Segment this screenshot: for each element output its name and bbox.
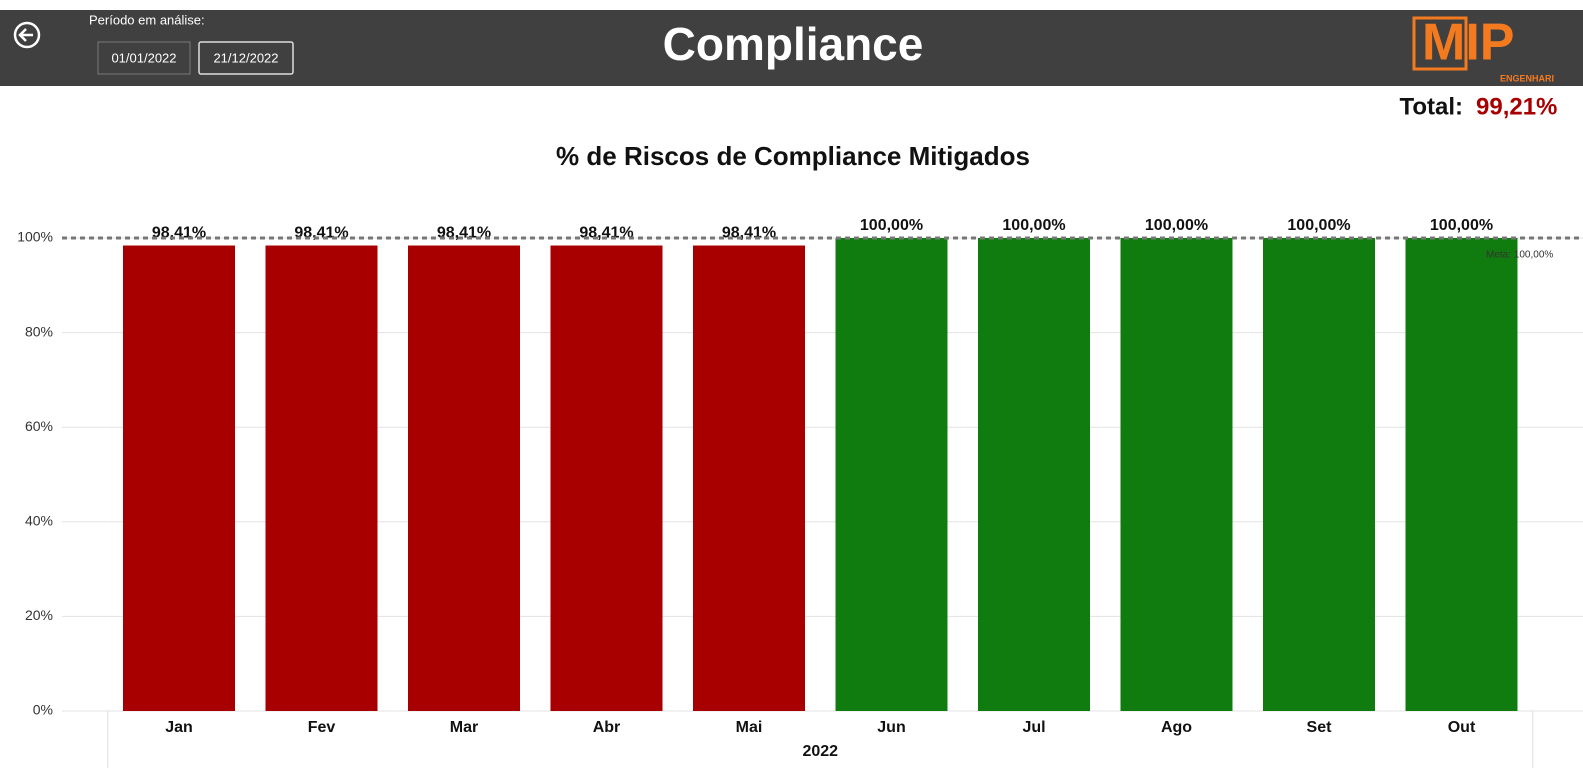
value-label: 98,41% xyxy=(437,225,491,242)
page-title: Compliance xyxy=(663,18,924,70)
bar xyxy=(1263,238,1375,711)
bar xyxy=(835,238,948,711)
value-label: 100,00% xyxy=(1287,217,1350,234)
plot: 0% 20% 40% 60% 80% 100% 98,41% Jan 98,41% Fev 98,4… xyxy=(17,217,1583,768)
value-label: 98,41% xyxy=(294,225,348,242)
logo: MIP xyxy=(1422,14,1514,72)
bar xyxy=(550,245,663,712)
start-date: 01/01/2022 xyxy=(111,50,176,65)
target-label: Meta: 100,00% xyxy=(1486,250,1553,261)
y-tick-label: 40% xyxy=(25,513,53,529)
value-label: 100,00% xyxy=(1145,217,1208,234)
y-tick-label: 100% xyxy=(17,229,53,245)
y-tick-label: 20% xyxy=(25,607,53,623)
x-tick-label: Abr xyxy=(593,719,621,736)
x-tick-label: Fev xyxy=(308,719,336,736)
bar xyxy=(1405,238,1518,711)
bar xyxy=(408,245,520,712)
bar xyxy=(978,238,1090,711)
x-axis-label: 2022 xyxy=(802,743,838,760)
y-tick-label: 80% xyxy=(25,323,53,339)
y-tick-label: 0% xyxy=(33,702,53,718)
start-date-box[interactable] xyxy=(97,41,191,75)
chart-title: % de Riscos de Compliance Mitigados xyxy=(556,141,1030,171)
value-label: 100,00% xyxy=(1430,217,1493,234)
bar xyxy=(693,245,805,712)
x-tick-label: Jan xyxy=(165,719,193,736)
x-tick-label: Set xyxy=(1307,719,1333,736)
x-tick-label: Jul xyxy=(1022,719,1045,736)
x-tick-label: Mar xyxy=(450,719,478,736)
logo-box xyxy=(1412,16,1468,71)
value-label: 100,00% xyxy=(1002,217,1065,234)
bar xyxy=(123,245,235,712)
logo-subtitle: ENGENHARI xyxy=(1500,73,1554,83)
period-label: Período em análise: xyxy=(89,12,205,27)
x-tick-label: Ago xyxy=(1161,719,1192,736)
end-date: 21/12/2022 xyxy=(213,50,278,65)
x-tick-label: Out xyxy=(1448,719,1476,736)
x-tick-label: Mai xyxy=(736,719,763,736)
end-date-box[interactable] xyxy=(198,41,294,75)
value-label: 100,00% xyxy=(860,217,923,234)
bar xyxy=(1120,238,1233,711)
x-tick-label: Jun xyxy=(877,719,905,736)
total-label: Total: xyxy=(1399,93,1463,120)
back-button[interactable] xyxy=(13,21,41,49)
bar xyxy=(265,245,378,712)
total-value: 99,21% xyxy=(1476,93,1557,120)
value-label: 98,41% xyxy=(722,225,776,242)
y-tick-label: 60% xyxy=(25,418,53,434)
